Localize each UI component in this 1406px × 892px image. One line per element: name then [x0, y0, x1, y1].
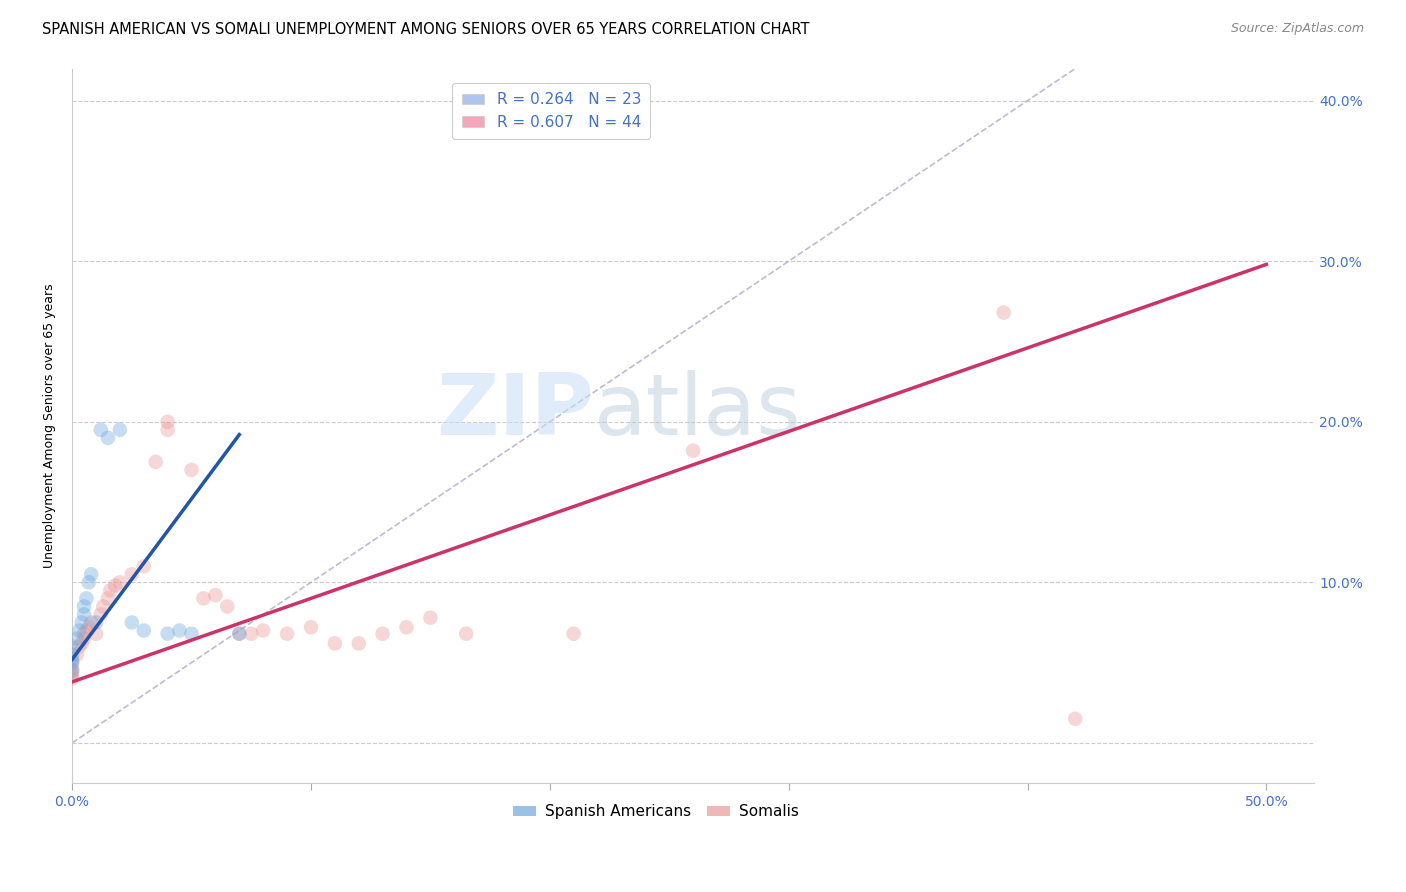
- Point: [682, 443, 704, 458]
- Point: [77, 575, 100, 590]
- Point: [84, 626, 107, 640]
- Point: [60, 665, 83, 680]
- Point: [90, 423, 112, 437]
- Point: [204, 588, 226, 602]
- Point: [73, 626, 96, 640]
- Point: [217, 599, 239, 614]
- Point: [180, 626, 202, 640]
- Point: [156, 415, 179, 429]
- Point: [456, 626, 478, 640]
- Point: [73, 632, 96, 646]
- Point: [80, 615, 103, 630]
- Point: [993, 305, 1015, 319]
- Point: [228, 626, 250, 640]
- Point: [180, 463, 202, 477]
- Point: [66, 632, 89, 646]
- Point: [77, 620, 100, 634]
- Point: [73, 599, 96, 614]
- Point: [98, 583, 121, 598]
- Point: [60, 640, 83, 654]
- Y-axis label: Unemployment Among Seniors over 65 years: Unemployment Among Seniors over 65 years: [44, 284, 56, 568]
- Point: [121, 615, 143, 630]
- Text: Source: ZipAtlas.com: Source: ZipAtlas.com: [1230, 22, 1364, 36]
- Point: [1064, 712, 1087, 726]
- Point: [73, 607, 96, 622]
- Point: [228, 626, 250, 640]
- Point: [169, 624, 191, 638]
- Point: [75, 624, 97, 638]
- Point: [80, 567, 103, 582]
- Point: [132, 624, 155, 638]
- Point: [347, 636, 370, 650]
- Point: [84, 615, 107, 630]
- Point: [299, 620, 322, 634]
- Point: [90, 607, 112, 622]
- Point: [97, 591, 120, 606]
- Point: [75, 591, 97, 606]
- Point: [132, 559, 155, 574]
- Point: [419, 610, 441, 624]
- Text: SPANISH AMERICAN VS SOMALI UNEMPLOYMENT AMONG SENIORS OVER 65 YEARS CORRELATION : SPANISH AMERICAN VS SOMALI UNEMPLOYMENT …: [42, 22, 810, 37]
- Point: [60, 648, 83, 662]
- Point: [252, 624, 274, 638]
- Point: [121, 567, 143, 582]
- Point: [60, 656, 83, 670]
- Point: [70, 636, 93, 650]
- Point: [60, 672, 83, 686]
- Point: [67, 624, 90, 638]
- Point: [193, 591, 215, 606]
- Point: [156, 626, 179, 640]
- Text: ZIP: ZIP: [436, 370, 593, 453]
- Text: atlas: atlas: [593, 370, 801, 453]
- Point: [70, 615, 93, 630]
- Point: [67, 640, 90, 654]
- Point: [145, 455, 167, 469]
- Point: [562, 626, 585, 640]
- Point: [276, 626, 298, 640]
- Point: [108, 423, 131, 437]
- Point: [97, 431, 120, 445]
- Point: [395, 620, 418, 634]
- Point: [323, 636, 346, 650]
- Point: [156, 423, 179, 437]
- Point: [60, 652, 83, 666]
- Point: [60, 668, 83, 682]
- Point: [240, 626, 263, 640]
- Point: [91, 599, 114, 614]
- Point: [66, 648, 89, 662]
- Point: [60, 656, 83, 670]
- Point: [60, 664, 83, 678]
- Point: [371, 626, 394, 640]
- Point: [104, 578, 127, 592]
- Point: [60, 662, 83, 676]
- Legend: Spanish Americans, Somalis: Spanish Americans, Somalis: [508, 798, 804, 825]
- Point: [108, 575, 131, 590]
